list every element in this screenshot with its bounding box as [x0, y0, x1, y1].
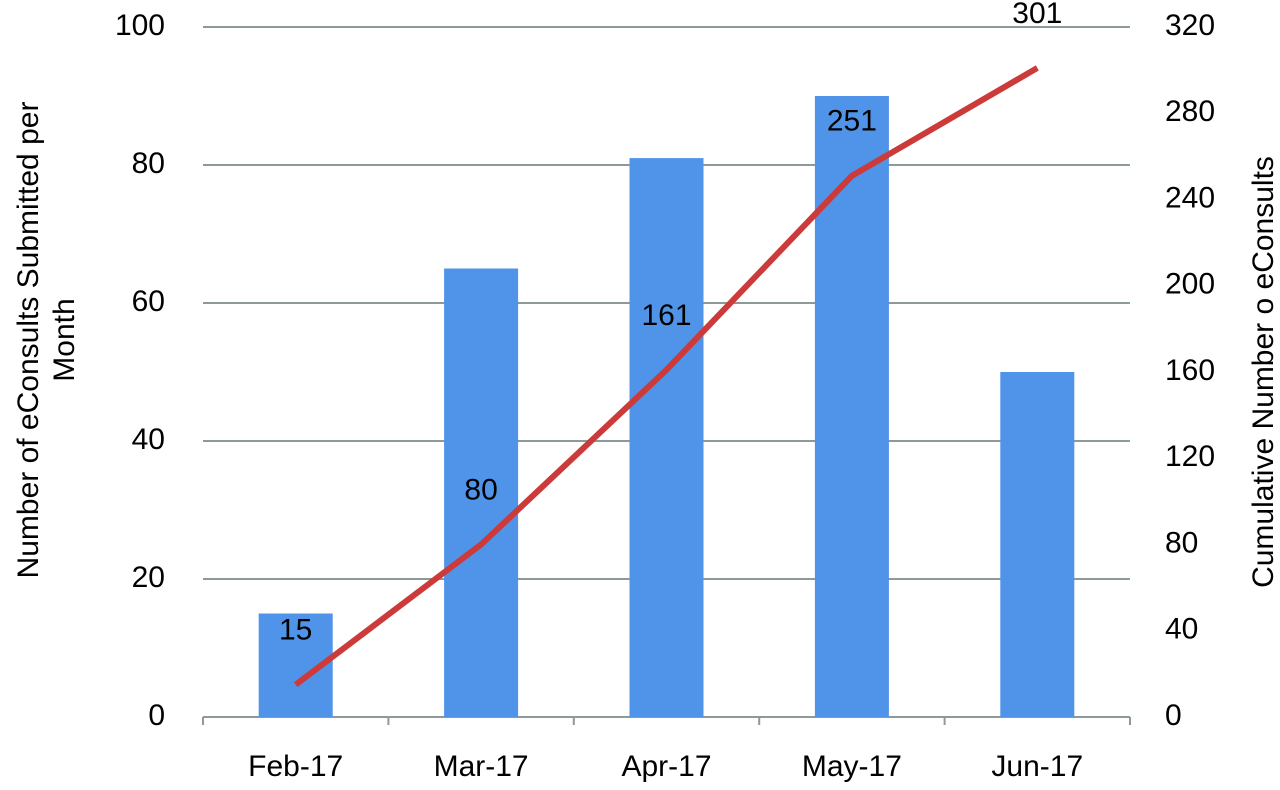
- bar: [629, 158, 704, 718]
- data-label: 161: [641, 299, 691, 332]
- y2-tick-label: 120: [1165, 440, 1215, 473]
- line: [293, 65, 1039, 688]
- y2-tick-label: 200: [1165, 268, 1215, 301]
- x-tick-label: May-17: [802, 750, 902, 783]
- x-tick-label: Apr-17: [621, 750, 711, 783]
- y-axis-title: Number of eConsults Submitted per: [12, 102, 45, 579]
- data-label: 15: [279, 614, 312, 647]
- y2-tick-label: 0: [1165, 699, 1182, 732]
- data-label: 301: [1012, 0, 1062, 30]
- y2-axis-title: Cumulative Number o eConsults: [1247, 156, 1280, 588]
- y2-tick-label: 80: [1165, 526, 1198, 559]
- y2-tick-label: 320: [1165, 9, 1215, 42]
- y-tick-label: 60: [132, 285, 165, 318]
- data-label: 80: [464, 473, 497, 506]
- bar: [1000, 372, 1075, 717]
- y2-tick-label: 40: [1165, 613, 1198, 646]
- y-tick-label: 100: [115, 9, 165, 42]
- y-tick-label: 40: [132, 423, 165, 456]
- y2-tick-label: 280: [1165, 95, 1215, 128]
- y-tick-label: 20: [132, 561, 165, 594]
- y-axis-title: Month: [48, 298, 81, 381]
- x-tick-label: Jun-17: [991, 750, 1083, 783]
- y2-tick-label: 240: [1165, 181, 1215, 214]
- x-tick-label: Mar-17: [434, 750, 529, 783]
- bar: [814, 96, 889, 717]
- data-label: 251: [827, 105, 877, 138]
- x-tick-label: Feb-17: [248, 750, 343, 783]
- bar: [444, 268, 519, 717]
- y-tick-label: 80: [132, 147, 165, 180]
- y-tick-label: 0: [148, 699, 165, 732]
- y2-tick-label: 160: [1165, 354, 1215, 387]
